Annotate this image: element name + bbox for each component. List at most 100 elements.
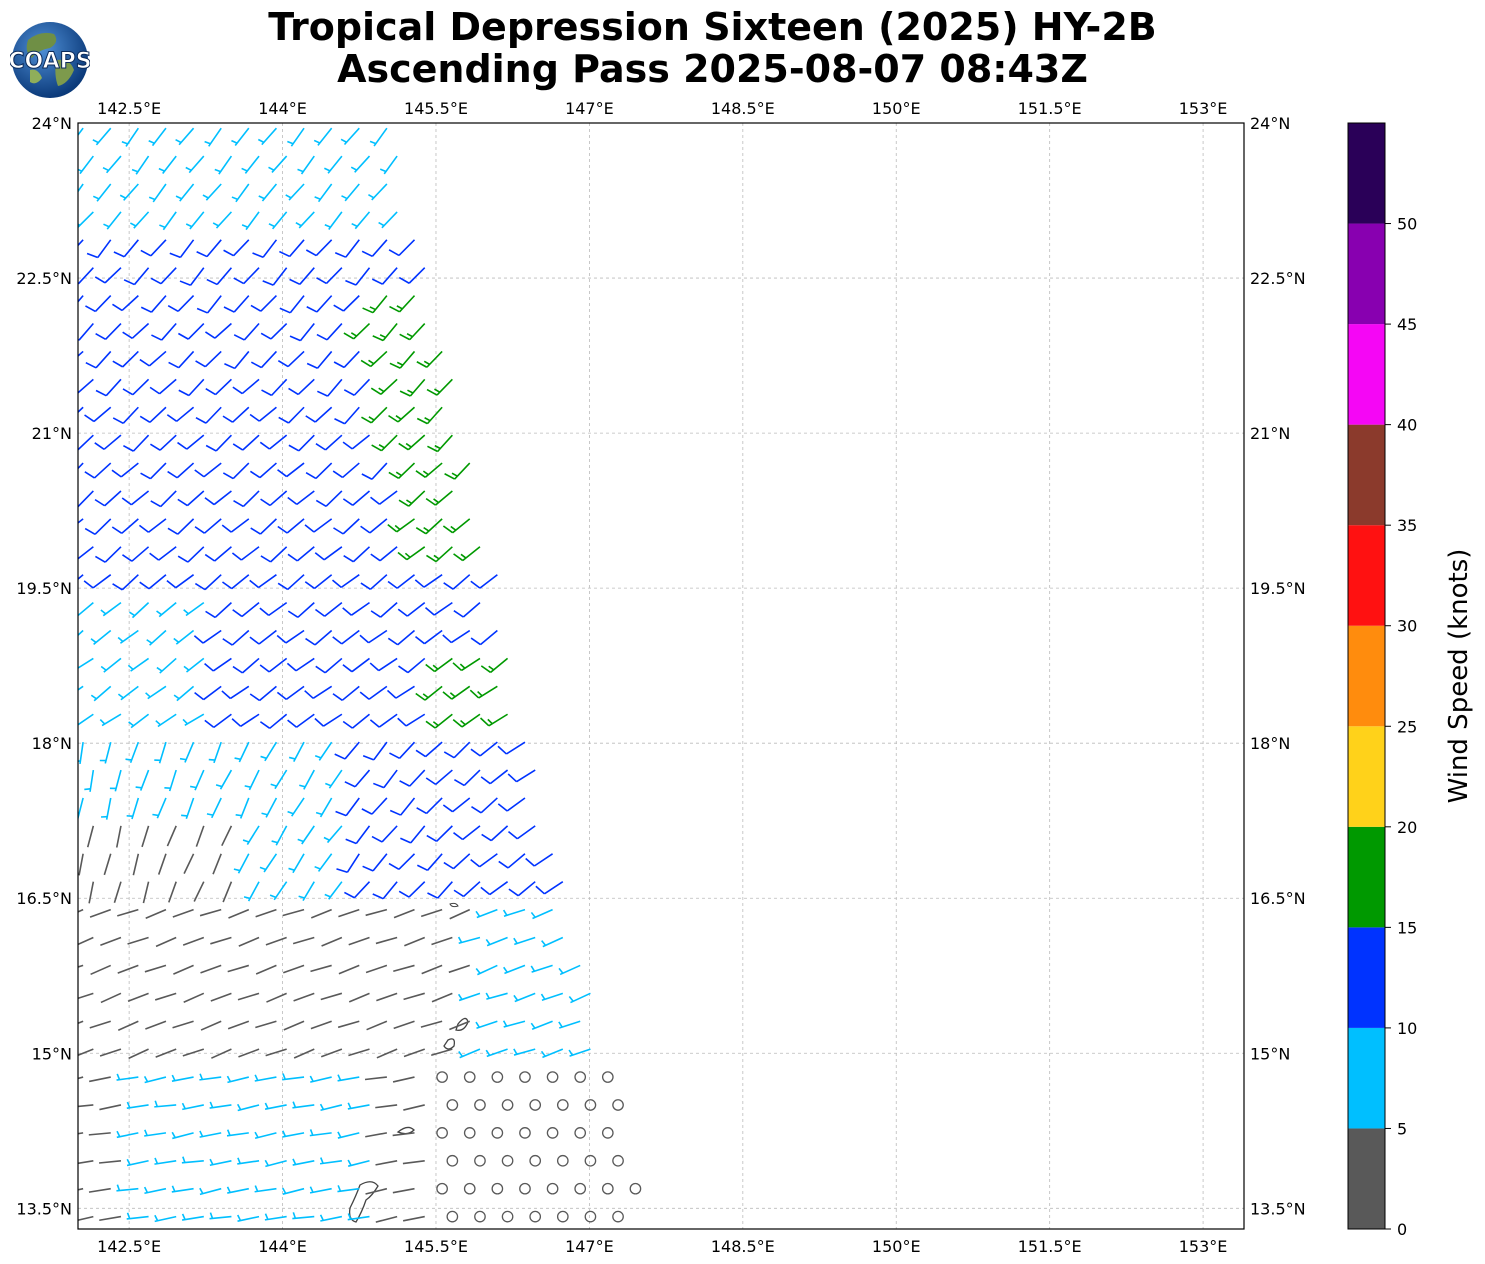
- wind-barb: [475, 908, 498, 919]
- wind-barb: [144, 964, 167, 973]
- wind-barb: [304, 574, 333, 590]
- wind-barb: [540, 1048, 564, 1059]
- colorbar: 0 5 10 15 20 25 30 35 40 45 50: [1347, 122, 1417, 1239]
- wind-barb: [254, 1074, 277, 1082]
- wind-barb: [375, 1104, 398, 1109]
- wind-barb: [78, 127, 84, 137]
- wind-barb: [362, 295, 388, 314]
- map-grid: [78, 122, 1244, 1229]
- wind-barb: [194, 574, 222, 591]
- wind-barb: [231, 183, 250, 203]
- wind-barb: [190, 769, 205, 791]
- wind-barb: [399, 378, 426, 397]
- wind-barb: [212, 853, 222, 875]
- colorbar-bin: [1348, 726, 1385, 827]
- wind-barb: [389, 797, 416, 816]
- wind-barb: [277, 574, 305, 591]
- wind-barb: [125, 741, 140, 764]
- colorbar-label: Wind Speed (knots): [1444, 549, 1474, 804]
- wind-barb: [78, 462, 84, 470]
- wind-barb: [117, 629, 139, 644]
- wind-barb: [78, 574, 84, 581]
- wind-barb: [243, 881, 260, 902]
- wind-barb: [99, 1215, 122, 1222]
- lon-tick-label-top: 148.5°E: [711, 99, 775, 118]
- wind-barb: [78, 518, 84, 524]
- wind-barb: [185, 211, 205, 230]
- wind-barb: [117, 1020, 139, 1031]
- wind-barb: [295, 211, 315, 229]
- wind-barb: [304, 685, 333, 699]
- wind-barb: [94, 490, 122, 507]
- wind-barb: [479, 713, 508, 727]
- wind-barb: [175, 127, 195, 146]
- wind-barb: [204, 322, 232, 339]
- wind-barb: [78, 155, 94, 175]
- wind-barb: [209, 1158, 232, 1167]
- wind-barb: [78, 239, 84, 247]
- wind-barb: [546, 1127, 559, 1139]
- wind-barb: [173, 964, 194, 975]
- wind-barb: [309, 1075, 332, 1083]
- wind-barb: [117, 908, 139, 917]
- wind-barb: [221, 685, 250, 700]
- wind-barb: [144, 1129, 167, 1137]
- wind-barb: [310, 1020, 332, 1030]
- wind-barb: [99, 713, 122, 727]
- lon-tick-label-bottom: 147°E: [565, 1237, 614, 1256]
- wind-barb: [306, 350, 333, 370]
- wind-barb: [556, 1210, 569, 1223]
- wind-barb: [398, 434, 426, 451]
- wind-barb: [507, 769, 536, 783]
- wind-barb: [236, 1103, 260, 1112]
- wind-barb: [244, 769, 260, 791]
- colorbar-tick-label: 35: [1397, 516, 1417, 535]
- wind-barb: [181, 1156, 204, 1164]
- wind-barb: [231, 713, 260, 727]
- wind-barb: [529, 1099, 542, 1111]
- wind-barb: [155, 936, 177, 948]
- wind-barb: [88, 881, 95, 904]
- wind-barb: [480, 657, 509, 674]
- wind-barb: [121, 127, 140, 147]
- wind-barb: [199, 1187, 222, 1196]
- colorbar-bin: [1348, 625, 1385, 727]
- wind-barb: [205, 602, 232, 619]
- wind-barb: [485, 1048, 508, 1058]
- wind-barb: [78, 546, 94, 560]
- wind-barb: [222, 462, 250, 480]
- wind-barb: [255, 1020, 277, 1029]
- wind-barb: [375, 1159, 398, 1166]
- wind-barb: [169, 239, 195, 259]
- wind-barb: [204, 127, 222, 147]
- wind-barb: [362, 741, 388, 761]
- wind-barb: [123, 434, 150, 452]
- wind-barb: [150, 490, 177, 508]
- colorbar-tick-label: 45: [1397, 315, 1417, 334]
- wind-barb: [224, 350, 250, 370]
- wind-barb: [306, 295, 333, 313]
- wind-barb: [442, 518, 471, 534]
- wind-barb: [182, 936, 205, 946]
- wind-barb: [112, 295, 139, 312]
- wind-barb: [168, 881, 177, 903]
- lat-tick-label-right: 15°N: [1250, 1044, 1290, 1063]
- wind-barb: [85, 350, 112, 369]
- colorbar-frame: [1347, 122, 1386, 1230]
- wind-barb: [393, 1020, 415, 1030]
- wind-barb: [304, 518, 333, 533]
- colorbar-tick-label: 40: [1397, 416, 1417, 435]
- wind-barb: [241, 211, 260, 231]
- wind-barb: [498, 853, 526, 869]
- wind-barb: [404, 936, 426, 947]
- wind-barb: [250, 295, 277, 312]
- globe-logo-icon: COAPS: [10, 22, 90, 98]
- wind-barb: [206, 267, 233, 286]
- wind-barb: [343, 322, 371, 340]
- wind-barb: [268, 155, 288, 174]
- wind-barb: [287, 713, 315, 728]
- wind-barb: [556, 1154, 569, 1167]
- wind-barb: [179, 741, 195, 763]
- wind-barb: [342, 434, 370, 450]
